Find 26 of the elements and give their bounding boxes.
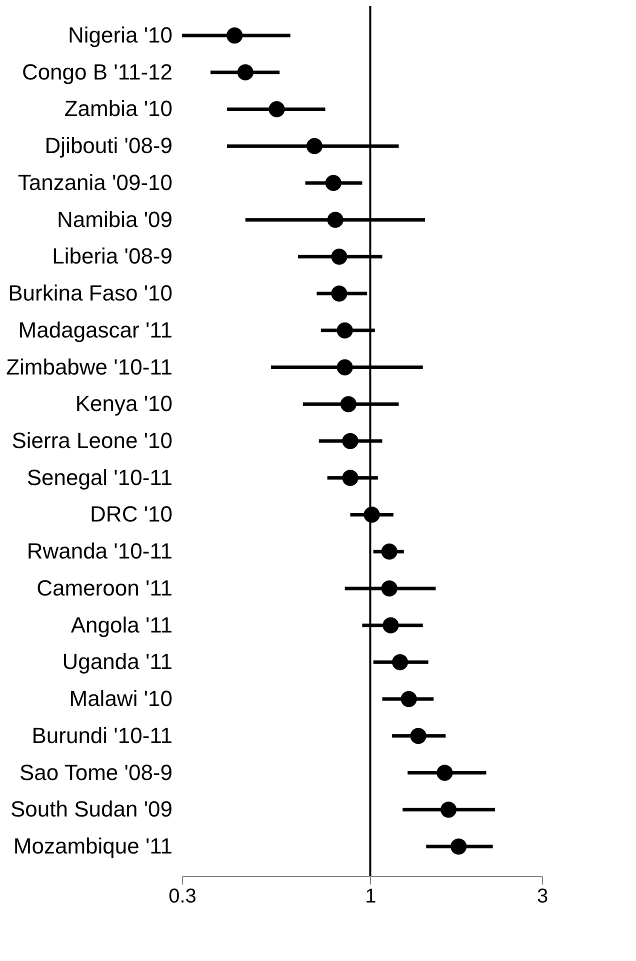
x-tick-label: 1 bbox=[365, 886, 376, 908]
y-tick-label: South Sudan '09 bbox=[10, 796, 172, 822]
y-tick-label: Rwanda '10-11 bbox=[26, 538, 172, 564]
y-tick-label: Senegal '10-11 bbox=[26, 464, 172, 490]
y-tick-label: Madagascar '11 bbox=[18, 317, 172, 342]
y-tick-label: Djibouti '08-9 bbox=[44, 133, 172, 158]
y-tick-label: Kenya '10 bbox=[75, 391, 172, 416]
y-tick-label: Angola '11 bbox=[70, 612, 172, 638]
y-tick-label: Zimbabwe '10-11 bbox=[6, 354, 172, 380]
y-tick-label: Cameroon '11 bbox=[36, 575, 172, 600]
x-tick-label: 0.3 bbox=[168, 886, 196, 908]
y-tick-label: Burkina Faso '10 bbox=[8, 280, 172, 306]
y-tick-label: Uganda '11 bbox=[62, 649, 172, 674]
x-tick-label: 3 bbox=[536, 886, 548, 908]
y-tick-label: Mozambique '11 bbox=[13, 834, 172, 859]
y-tick-label: Namibia '09 bbox=[57, 206, 172, 232]
y-tick-label: DRC '10 bbox=[90, 502, 172, 527]
y-tick-label: Malawi '10 bbox=[69, 686, 172, 712]
y-tick-label: Congo B '11-12 bbox=[22, 59, 172, 84]
y-tick-label: Burundi '10-11 bbox=[32, 722, 172, 748]
y-tick-label: Nigeria '10 bbox=[68, 22, 172, 48]
y-tick-label: Sao Tome '08-9 bbox=[19, 760, 172, 785]
y-tick-label: Tanzania '09-10 bbox=[18, 170, 172, 195]
y-tick-label: Zambia '10 bbox=[64, 96, 172, 122]
y-tick-label: Sierra Leone '10 bbox=[12, 428, 172, 453]
y-tick-label: Liberia '08-9 bbox=[52, 244, 172, 269]
